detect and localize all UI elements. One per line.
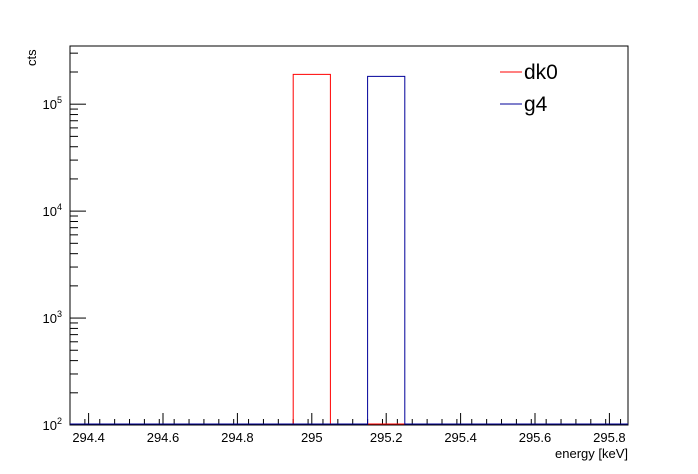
plot-frame [69,45,629,426]
y-tick-labels: 102 103 104 105 [43,95,62,433]
series-layer [70,73,628,425]
y-tick-label: 105 [43,95,62,112]
x-tick-label: 295.2 [370,430,403,445]
y-axis-title: cts [24,49,39,66]
x-tick-label: 295.4 [444,430,477,445]
legend-label-dk0: dk0 [524,61,558,84]
series-dk0 [70,73,628,425]
series-g4 [70,75,628,425]
x-tick-label: 294.6 [147,430,180,445]
y-tick-label: 103 [43,309,62,326]
x-tick-label: 294.4 [72,430,105,445]
x-tick-label: 294.8 [221,430,254,445]
x-tick-label: 295.8 [593,430,626,445]
x-axis-title: energy [keV] [555,446,628,461]
x-tick-labels: 294.4 294.6 294.8 295 295.2 295.4 295.6 295.8 [72,430,625,445]
y-tick-label: 102 [43,416,62,433]
x-tick-label: 295.6 [519,430,552,445]
x-tick-label: 295 [301,430,323,445]
y-tick-label: 104 [43,202,62,219]
legend-label-g4: g4 [524,93,548,116]
